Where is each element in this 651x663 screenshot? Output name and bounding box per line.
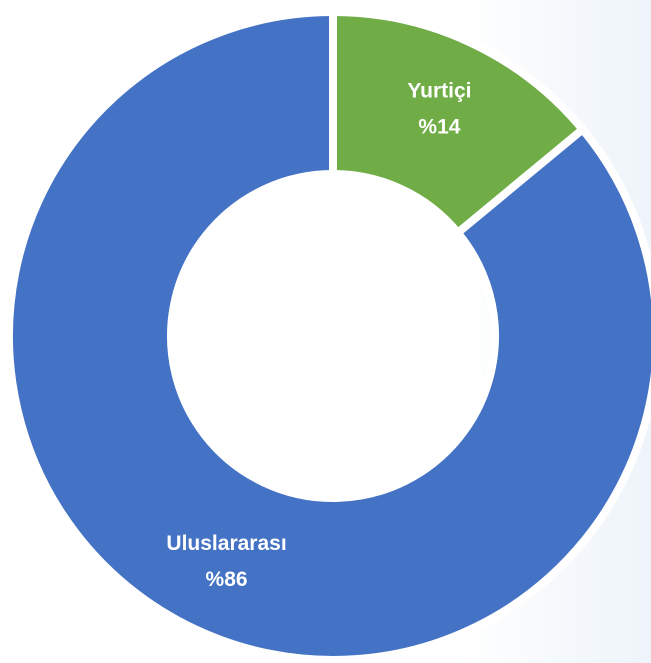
slice	[5, 7, 651, 663]
value-label: %86	[206, 568, 248, 591]
value-label: %14	[418, 115, 460, 138]
slice-label: Uluslararası	[166, 532, 286, 555]
slice-label: Yurtiçi	[407, 79, 471, 102]
